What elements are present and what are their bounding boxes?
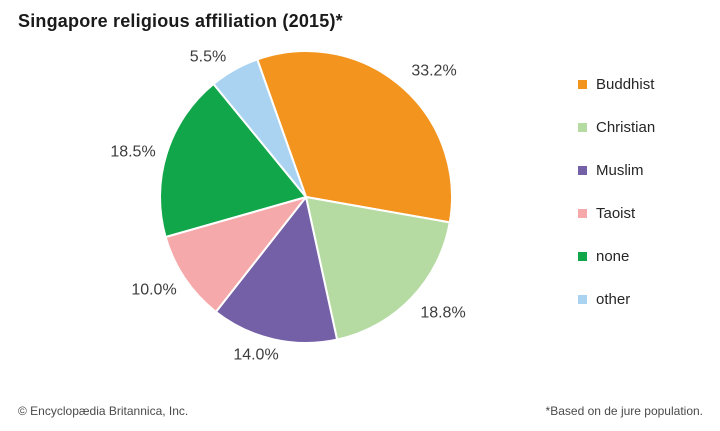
legend-label-other: other xyxy=(596,290,631,308)
legend-item-buddhist: Buddhist xyxy=(578,75,655,93)
pie-value-labels: 33.2% 18.8% 14.0% 10.0% 18.5% 5.5% xyxy=(110,49,465,364)
legend-swatch-buddhist xyxy=(578,79,587,89)
pie-slices xyxy=(159,49,453,344)
legend-item-none: none xyxy=(578,247,655,265)
pie-slice-other xyxy=(212,58,307,198)
legend-label-none: none xyxy=(596,247,630,265)
pie-slice-christian xyxy=(305,196,451,341)
legend: Buddhist Christian Muslim Taoist none ot… xyxy=(578,76,655,334)
footnote-text: *Based on de jure population. xyxy=(545,404,703,418)
slice-value-label-muslim: 14.0% xyxy=(233,347,278,364)
slice-value-label-taoist: 10.0% xyxy=(131,282,176,299)
legend-label-christian: Christian xyxy=(596,118,656,136)
slice-value-label-christian: 18.8% xyxy=(420,305,465,322)
pie-slice-buddhist xyxy=(256,49,453,224)
legend-item-other: other xyxy=(578,290,655,308)
legend-label-buddhist: Buddhist xyxy=(596,75,655,93)
legend-label-taoist: Taoist xyxy=(596,204,636,222)
legend-swatch-christian xyxy=(578,122,587,132)
legend-swatch-muslim xyxy=(578,165,587,175)
legend-item-muslim: Muslim xyxy=(578,161,655,179)
legend-item-christian: Christian xyxy=(578,118,656,136)
legend-swatch-none xyxy=(578,251,587,261)
copyright-text: © Encyclopædia Britannica, Inc. xyxy=(18,404,189,418)
chart-title: Singapore religious affiliation (2015)* xyxy=(18,11,343,31)
slice-value-label-other: 5.5% xyxy=(190,49,226,66)
legend-swatch-taoist xyxy=(578,208,587,218)
legend-label-muslim: Muslim xyxy=(596,161,644,179)
pie-slice-none xyxy=(159,83,307,238)
legend-item-taoist: Taoist xyxy=(578,204,655,222)
slice-value-label-none: 18.5% xyxy=(110,144,155,161)
slice-value-label-buddhist: 33.2% xyxy=(411,63,456,80)
pie-slice-muslim xyxy=(214,196,339,344)
legend-swatch-other xyxy=(578,294,587,304)
pie-slice-taoist xyxy=(164,196,307,313)
